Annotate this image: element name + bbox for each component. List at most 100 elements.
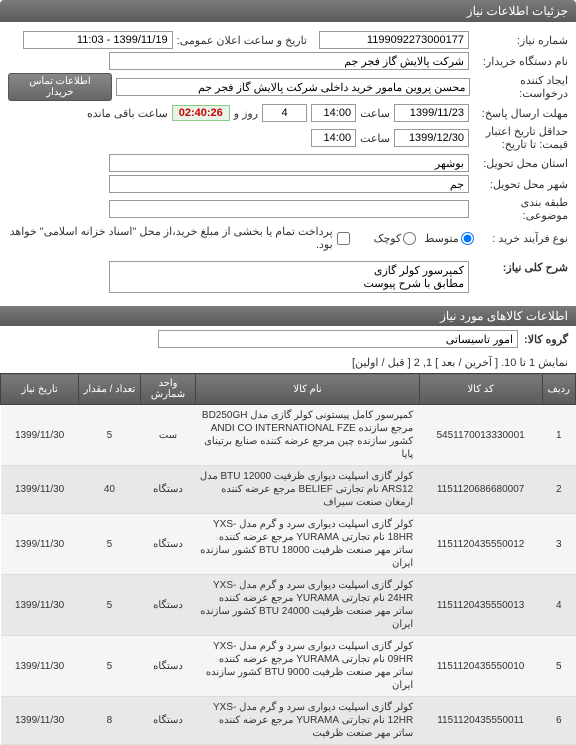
radio-mid[interactable] <box>461 232 474 245</box>
cell-name: کولر گازی اسپلیت دیواری سرد و گرم مدل YX… <box>196 636 419 697</box>
col-code-header[interactable]: کد کالا <box>419 374 542 405</box>
treasury-checkbox-row: پرداخت تمام یا بخشی از مبلغ خرید،از محل … <box>8 225 350 251</box>
col-idx-header[interactable]: ردیف <box>542 374 575 405</box>
cell-idx: 2 <box>542 466 575 514</box>
cell-code: 1151120435550010 <box>419 636 542 697</box>
cell-date: 1399/11/30 <box>1 405 79 466</box>
cell-date: 1399/11/30 <box>1 575 79 636</box>
table-row[interactable]: 15451170013330001کمپرسور کامل پیستونی کو… <box>1 405 576 466</box>
cell-idx: 5 <box>542 636 575 697</box>
announce-label: تاریخ و ساعت اعلان عمومی: <box>177 34 307 47</box>
table-header-row: ردیف کد کالا نام کالا واحد شمارش تعداد /… <box>1 374 576 405</box>
creator-input[interactable] <box>116 78 471 96</box>
desc-textarea[interactable] <box>109 261 469 293</box>
time-label-1: ساعت <box>360 107 390 120</box>
desc-label: شرح کلی نیاز: <box>473 261 568 274</box>
cell-date: 1399/11/30 <box>1 636 79 697</box>
cell-unit: ست <box>140 405 196 466</box>
radio-small[interactable] <box>403 232 416 245</box>
row-need-no: شماره نیاز: تاریخ و ساعت اعلان عمومی: <box>8 31 568 49</box>
deadline-label: مهلت ارسال پاسخ: <box>473 107 568 120</box>
col-qty-header[interactable]: تعداد / مقدار <box>79 374 140 405</box>
need-no-input[interactable] <box>319 31 469 49</box>
table-row[interactable]: 31151120435550012کولر گازی اسپلیت دیواری… <box>1 514 576 575</box>
cell-unit: دستگاه <box>140 466 196 514</box>
col-date-header[interactable]: تاریخ نیاز <box>1 374 79 405</box>
form-area: شماره نیاز: تاریخ و ساعت اعلان عمومی: نا… <box>0 22 576 302</box>
delivery-province-input[interactable] <box>109 154 469 172</box>
table-row[interactable]: 51151120435550010کولر گازی اسپلیت دیواری… <box>1 636 576 697</box>
cell-date: 1399/11/30 <box>1 514 79 575</box>
panel-title: جزئیات اطلاعات نیاز <box>467 4 568 18</box>
cell-qty: 5 <box>79 636 140 697</box>
radio-small-label[interactable]: کوچک <box>374 232 417 245</box>
cell-idx: 3 <box>542 514 575 575</box>
table-row[interactable]: 41151120435550013کولر گازی اسپلیت دیواری… <box>1 575 576 636</box>
announce-input[interactable] <box>23 31 173 49</box>
cell-qty: 8 <box>79 697 140 745</box>
group-label: گروه کالا: <box>524 333 568 346</box>
category-input[interactable] <box>109 200 469 218</box>
treasury-checkbox[interactable] <box>337 232 350 245</box>
countdown-days-input <box>262 104 307 122</box>
category-label: طبقه بندی موضوعی: <box>473 196 568 222</box>
delivery-city-label: شهر محل تحویل: <box>473 178 568 191</box>
buyer-org-label: نام دستگاه خریدار: <box>473 55 568 68</box>
cell-name: کولر گازی اسپلیت دیواری سرد و گرم مدل YX… <box>196 697 419 745</box>
deadline-date-input[interactable] <box>394 104 469 122</box>
radio-mid-label[interactable]: متوسط <box>424 232 474 245</box>
validity-time-input[interactable] <box>311 129 356 147</box>
cell-unit: دستگاه <box>140 575 196 636</box>
days-label: روز و <box>234 107 258 120</box>
col-unit-header[interactable]: واحد شمارش <box>140 374 196 405</box>
row-buyer-org: نام دستگاه خریدار: <box>8 52 568 70</box>
validity-label: حداقل تاریخ اعتبار قیمت: تا تاریخ: <box>473 125 568 151</box>
cell-unit: دستگاه <box>140 514 196 575</box>
cell-name: کمپرسور کامل پیستونی کولر گازی مدل BD250… <box>196 405 419 466</box>
cell-code: 1151120435550013 <box>419 575 542 636</box>
row-desc: شرح کلی نیاز: <box>8 261 568 293</box>
row-creator: ایجاد کننده درخواست: اطلاعات تماس خریدار <box>8 73 568 101</box>
panel-header: جزئیات اطلاعات نیاز <box>0 0 576 22</box>
table-row[interactable]: 21151120686680007کولر گازی اسپلیت دیواری… <box>1 466 576 514</box>
group-input[interactable] <box>158 330 518 348</box>
cell-name: کولر گازی اسپلیت دیواری سرد و گرم مدل YX… <box>196 575 419 636</box>
buyer-org-input[interactable] <box>109 52 469 70</box>
process-radio-group: متوسط کوچک <box>374 232 474 245</box>
row-delivery-province: استان محل تحویل: <box>8 154 568 172</box>
cell-qty: 5 <box>79 405 140 466</box>
cell-code: 1151120435550011 <box>419 697 542 745</box>
creator-label: ایجاد کننده درخواست: <box>474 74 568 100</box>
deadline-time-input[interactable] <box>311 104 356 122</box>
cell-date: 1399/11/30 <box>1 697 79 745</box>
cell-idx: 1 <box>542 405 575 466</box>
cell-name: کولر گازی اسپلیت دیواری ظرفیت BTU 12000 … <box>196 466 419 514</box>
group-row: گروه کالا: <box>0 326 576 352</box>
remaining-label: ساعت باقی مانده <box>87 107 168 120</box>
pagination[interactable]: نمایش 1 تا 10. [ آخرین / بعد ] 1, 2 [ قب… <box>0 352 576 373</box>
items-table: ردیف کد کالا نام کالا واحد شمارش تعداد /… <box>0 373 576 745</box>
contact-button[interactable]: اطلاعات تماس خریدار <box>8 73 112 101</box>
validity-date-input[interactable] <box>394 129 469 147</box>
time-label-2: ساعت <box>360 132 390 145</box>
cell-idx: 4 <box>542 575 575 636</box>
col-name-header[interactable]: نام کالا <box>196 374 419 405</box>
cell-name: کولر گازی اسپلیت دیواری سرد و گرم مدل YX… <box>196 514 419 575</box>
cell-code: 5451170013330001 <box>419 405 542 466</box>
cell-date: 1399/11/30 <box>1 466 79 514</box>
cell-code: 1151120435550012 <box>419 514 542 575</box>
table-row[interactable]: 61151120435550011کولر گازی اسپلیت دیواری… <box>1 697 576 745</box>
cell-unit: دستگاه <box>140 636 196 697</box>
countdown-time: 02:40:26 <box>172 105 230 121</box>
items-header-text: اطلاعات کالاهای مورد نیاز <box>440 309 568 323</box>
cell-qty: 5 <box>79 575 140 636</box>
row-deadline: مهلت ارسال پاسخ: ساعت روز و 02:40:26 ساع… <box>8 104 568 122</box>
row-validity: حداقل تاریخ اعتبار قیمت: تا تاریخ: ساعت <box>8 125 568 151</box>
row-delivery-city: شهر محل تحویل: <box>8 175 568 193</box>
cell-qty: 40 <box>79 466 140 514</box>
cell-qty: 5 <box>79 514 140 575</box>
cell-unit: دستگاه <box>140 697 196 745</box>
row-process: نوع فرآیند خرید : متوسط کوچک پرداخت تمام… <box>8 225 568 251</box>
delivery-city-input[interactable] <box>109 175 469 193</box>
cell-code: 1151120686680007 <box>419 466 542 514</box>
